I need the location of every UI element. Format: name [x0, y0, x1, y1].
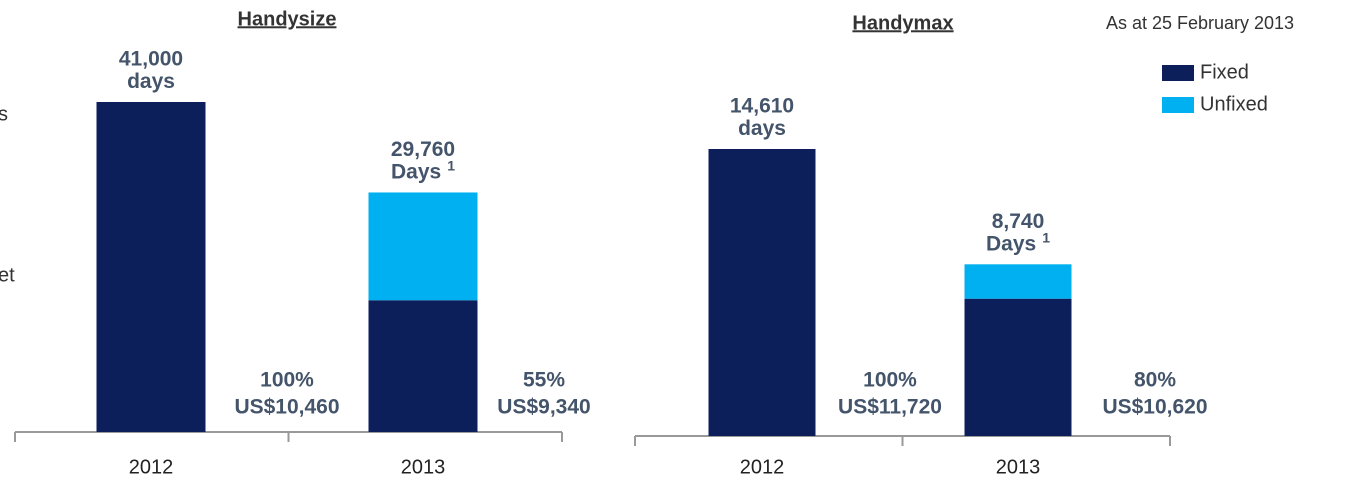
bar-segment — [708, 149, 816, 436]
bar-segment — [964, 298, 1072, 436]
percent-label: 100% — [863, 369, 917, 392]
unit-text: days — [127, 70, 175, 93]
rate-label: US$11,720 — [838, 396, 942, 419]
unit-text: days — [738, 117, 786, 140]
bar-segment — [96, 102, 206, 432]
total-label: 8,740 — [992, 210, 1045, 233]
footnote: 1 — [447, 157, 455, 173]
rate-label: US$9,340 — [497, 396, 590, 419]
bar-segment — [368, 300, 478, 432]
x-tick-label: 2013 — [996, 456, 1041, 478]
rate-label: US$10,620 — [1102, 396, 1207, 419]
x-tick-label: 2012 — [129, 456, 174, 478]
bar-segment — [368, 192, 478, 301]
rate-label: US$10,460 — [234, 396, 339, 419]
chart-title: Handysize — [238, 8, 337, 30]
percent-label: 100% — [260, 369, 314, 392]
footnote: 1 — [1042, 229, 1050, 245]
percent-label: 55% — [523, 369, 565, 392]
fragment: et — [0, 264, 15, 286]
note: As at 25 February 2013 — [1106, 13, 1294, 33]
total-unit: Days 1 — [391, 157, 455, 183]
total-unit: days — [127, 70, 175, 93]
total-label: 41,000 — [119, 48, 183, 71]
chart-title: Handymax — [852, 12, 953, 34]
x-tick-label: 2012 — [740, 456, 785, 478]
legend-label: Fixed — [1200, 61, 1249, 83]
unit-text: Days — [986, 232, 1036, 255]
legend-label: Unfixed — [1200, 93, 1268, 115]
legend-swatch — [1162, 97, 1194, 113]
legend-swatch — [1162, 65, 1194, 81]
x-tick-label: 2013 — [401, 456, 446, 478]
total-label: 14,610 — [730, 95, 794, 118]
total-label: 29,760 — [391, 138, 455, 161]
fragment: s — [0, 103, 8, 125]
bar-segment — [964, 264, 1072, 299]
percent-label: 80% — [1134, 369, 1176, 392]
unit-text: Days — [391, 160, 441, 183]
total-unit: Days 1 — [986, 229, 1050, 255]
total-unit: days — [738, 117, 786, 140]
